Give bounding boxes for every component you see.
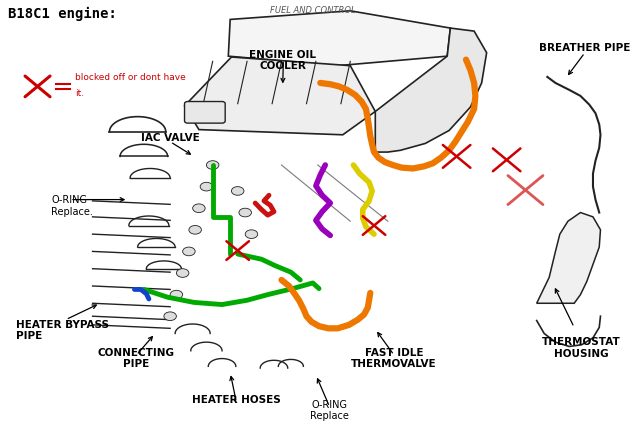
Text: B18C1 engine:: B18C1 engine: bbox=[8, 6, 116, 21]
Text: FAST IDLE
THERMOVALVE: FAST IDLE THERMOVALVE bbox=[351, 348, 437, 369]
Circle shape bbox=[200, 182, 213, 191]
Text: it.: it. bbox=[75, 89, 84, 98]
Circle shape bbox=[164, 312, 176, 321]
Text: ENGINE OIL
COOLER: ENGINE OIL COOLER bbox=[249, 50, 316, 71]
Circle shape bbox=[239, 208, 252, 217]
Text: blocked off or dont have: blocked off or dont have bbox=[75, 73, 186, 82]
Text: CONNECTING
PIPE: CONNECTING PIPE bbox=[98, 348, 175, 369]
Circle shape bbox=[189, 226, 201, 234]
Polygon shape bbox=[375, 28, 487, 152]
Circle shape bbox=[206, 161, 219, 169]
FancyBboxPatch shape bbox=[185, 102, 225, 123]
Circle shape bbox=[176, 269, 189, 277]
Text: O-RING
Replace: O-RING Replace bbox=[310, 400, 349, 421]
Text: HEATER BYPASS
PIPE: HEATER BYPASS PIPE bbox=[15, 320, 109, 341]
Polygon shape bbox=[185, 57, 375, 135]
Circle shape bbox=[183, 247, 195, 256]
Circle shape bbox=[192, 204, 205, 213]
Text: O-RING
Replace.: O-RING Replace. bbox=[51, 195, 93, 217]
Polygon shape bbox=[228, 11, 450, 66]
Circle shape bbox=[245, 230, 258, 238]
Circle shape bbox=[170, 290, 183, 299]
Text: THERMOSTAT
HOUSING: THERMOSTAT HOUSING bbox=[543, 337, 621, 359]
Text: IAC VALVE: IAC VALVE bbox=[141, 133, 199, 143]
Circle shape bbox=[231, 187, 244, 195]
Text: BREATHER PIPE: BREATHER PIPE bbox=[539, 43, 631, 53]
Text: FUEL AND CONTROL: FUEL AND CONTROL bbox=[270, 6, 355, 16]
Polygon shape bbox=[537, 213, 601, 303]
Text: HEATER HOSES: HEATER HOSES bbox=[192, 395, 281, 405]
